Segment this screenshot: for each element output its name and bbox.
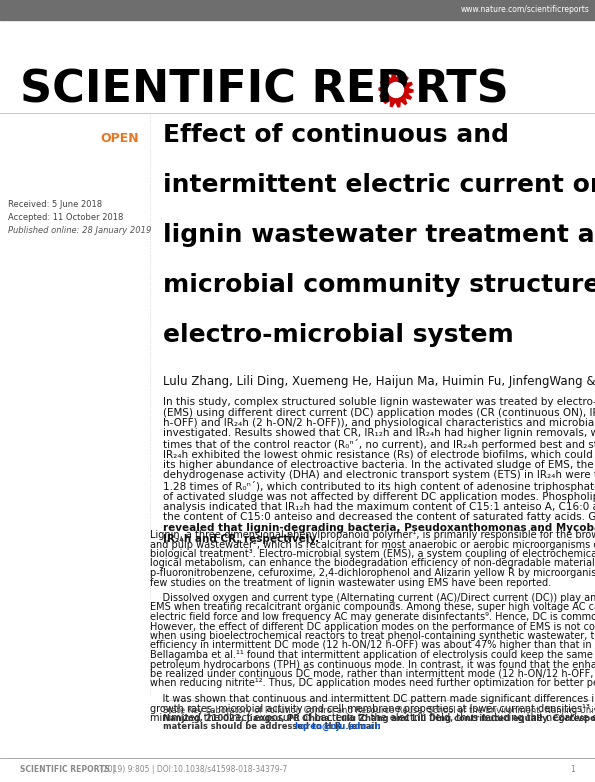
Text: hqren@nju.edu.cn: hqren@nju.edu.cn: [294, 722, 381, 731]
Text: However, the effect of different DC application modes on the performance of EMS : However, the effect of different DC appl…: [150, 622, 595, 632]
Text: SCIENTIFIC REP: SCIENTIFIC REP: [20, 69, 409, 112]
Text: when reducing nitrite¹². Thus, DC application modes need further optimization fo: when reducing nitrite¹². Thus, DC applic…: [150, 679, 595, 688]
Text: few studies on the treatment of lignin wastewater using EMS have been reported.: few studies on the treatment of lignin w…: [150, 577, 551, 587]
Text: Lignin, a three-dimensional phenylpropanoid polymer¹, is primarily responsible f: Lignin, a three-dimensional phenylpropan…: [150, 530, 595, 540]
Text: times that of the control reactor (R₀ⁿ´, no current), and IR₂₄h performed best a: times that of the control reactor (R₀ⁿ´,…: [163, 439, 595, 450]
Circle shape: [389, 82, 403, 98]
Text: Published online: 28 January 2019: Published online: 28 January 2019: [8, 226, 151, 235]
Text: p-fluoronitrobenzene, cefuroxime, 2,4-dichlorophenol and Alizarin yellow R by mi: p-fluoronitrobenzene, cefuroxime, 2,4-di…: [150, 568, 595, 578]
Text: Nanjing, 210023, Jiangsu, PR China. Lulu Zhang and Lili Ding contributed equally: Nanjing, 210023, Jiangsu, PR China. Lulu…: [163, 714, 595, 723]
Text: (2019) 9:805 | DOI:10.1038/s41598-018-34379-7: (2019) 9:805 | DOI:10.1038/s41598-018-34…: [100, 765, 287, 774]
Text: h-OFF) and IR₂₄h (2 h-ON/2 h-OFF)), and physiological characteristics and microb: h-OFF) and IR₂₄h (2 h-ON/2 h-OFF)), and …: [163, 418, 595, 428]
Text: In this study, complex structured soluble lignin wastewater was treated by elect: In this study, complex structured solubl…: [163, 397, 595, 407]
Text: 1: 1: [570, 765, 575, 774]
Text: lignin wastewater treatment and: lignin wastewater treatment and: [163, 223, 595, 247]
Text: Lulu Zhang, Lili Ding, Xuemeng He, Haijun Ma, Huimin Fu, JinfengWang & Hongqiang: Lulu Zhang, Lili Ding, Xuemeng He, Haiju…: [163, 375, 595, 388]
Text: Accepted: 11 October 2018: Accepted: 11 October 2018: [8, 213, 123, 222]
Text: analysis indicated that IR₁₂h had the maximum content of C15:1 anteiso A, C16:0 : analysis indicated that IR₁₂h had the ma…: [163, 502, 595, 512]
Text: petroleum hydrocarbons (TPH) as continuous mode. In contrast, it was found that : petroleum hydrocarbons (TPH) as continuo…: [150, 659, 595, 669]
Text: efficiency in intermittent DC mode (12 h-ON/12 h-OFF) was about 47% higher than : efficiency in intermittent DC mode (12 h…: [150, 640, 595, 651]
Text: dehydrogenase activity (DHA) and electronic transport system (ETS) in IR₂₄h were: dehydrogenase activity (DHA) and electro…: [163, 471, 595, 480]
Text: minimized the direct exposure of bacteria to the electric field, thus reducing t: minimized the direct exposure of bacteri…: [150, 713, 595, 723]
Text: its higher abundance of electroactive bacteria. In the activated sludge of EMS, : its higher abundance of electroactive ba…: [163, 460, 595, 470]
Text: 1.28 times of R₀ⁿ´), which contributed to its high content of adenosine triphosp: 1.28 times of R₀ⁿ´), which contributed t…: [163, 481, 595, 492]
Text: IR₂₄h exhibited the lowest ohmic resistance (Rs) of electrode biofilms, which co: IR₂₄h exhibited the lowest ohmic resista…: [163, 450, 595, 460]
Text: biological treatment³. Electro-microbial system (EMS), a system coupling of elec: biological treatment³. Electro-microbial…: [150, 549, 595, 559]
Text: electric field force and low frequency AC may generate disinfectants⁹. Hence, DC: electric field force and low frequency A…: [150, 612, 595, 622]
Bar: [0, 0, 595, 20]
Text: of activated sludge was not affected by different DC application modes. Phosphol: of activated sludge was not affected by …: [163, 492, 595, 501]
Text: OPEN: OPEN: [101, 131, 139, 145]
Text: It was shown that continuous and intermittent DC pattern made significant differ: It was shown that continuous and intermi…: [150, 694, 595, 704]
Text: Bellagamba et al.¹¹ found that intermittent application of electrolysis could ke: Bellagamba et al.¹¹ found that intermitt…: [150, 650, 595, 660]
Text: www.nature.com/scientificreports: www.nature.com/scientificreports: [461, 5, 590, 15]
Text: electro-microbial system: electro-microbial system: [163, 323, 513, 347]
Text: IR₂₄h and CR, respectively.: IR₂₄h and CR, respectively.: [163, 533, 319, 543]
Text: (EMS) using different direct current (DC) application modes (CR (continuous ON),: (EMS) using different direct current (DC…: [163, 407, 595, 418]
Text: when using bioelectrochemical reactors to treat phenol-containing synthetic wast: when using bioelectrochemical reactors t…: [150, 631, 595, 641]
Text: intermittent electric current on: intermittent electric current on: [163, 173, 595, 197]
Text: be realized under continuous DC mode, rather than intermittent mode (12 h-ON/12 : be realized under continuous DC mode, ra…: [150, 669, 595, 679]
Text: microbial community structure in: microbial community structure in: [163, 273, 595, 297]
Text: SCIENTIFIC REPORTS |: SCIENTIFIC REPORTS |: [20, 765, 115, 774]
Text: RTS: RTS: [415, 69, 510, 112]
Text: investigated. Results showed that CR, IR₁₂h and IR₂₄h had higher lignin removals: investigated. Results showed that CR, IR…: [163, 429, 595, 439]
Text: revealed that lignin-degrading bacteria, Pseudoxanthomonas and Mycobacterium, co: revealed that lignin-degrading bacteria,…: [163, 523, 595, 533]
Text: growth rates, microbial activity and cell membrane properties at lower current d: growth rates, microbial activity and cel…: [150, 704, 595, 713]
Text: and pulp wastewater², which is recalcitrant for most anaerobic or aerobic microo: and pulp wastewater², which is recalcitr…: [150, 540, 595, 550]
Text: the content of C15:0 anteiso and decreased the content of saturated fatty acids.: the content of C15:0 anteiso and decreas…: [163, 512, 595, 522]
Text: materials should be addressed to H.R. (email:: materials should be addressed to H.R. (e…: [163, 722, 384, 731]
Text: State Key Laboratory of Pollution Control and Resource Reuse, School of the Envi: State Key Laboratory of Pollution Contro…: [163, 706, 595, 715]
Text: EMS when treating recalcitrant organic compounds. Among these, super high voltag: EMS when treating recalcitrant organic c…: [150, 602, 595, 612]
Text: Dissolved oxygen and current type (Alternating current (AC)/Direct current (DC)): Dissolved oxygen and current type (Alter…: [150, 593, 595, 603]
Text: Received: 5 June 2018: Received: 5 June 2018: [8, 200, 102, 209]
Text: Effect of continuous and: Effect of continuous and: [163, 123, 509, 147]
Polygon shape: [379, 73, 413, 107]
Text: logical metabolism, can enhance the biodegradation efficiency of non-degradable : logical metabolism, can enhance the biod…: [150, 558, 595, 569]
